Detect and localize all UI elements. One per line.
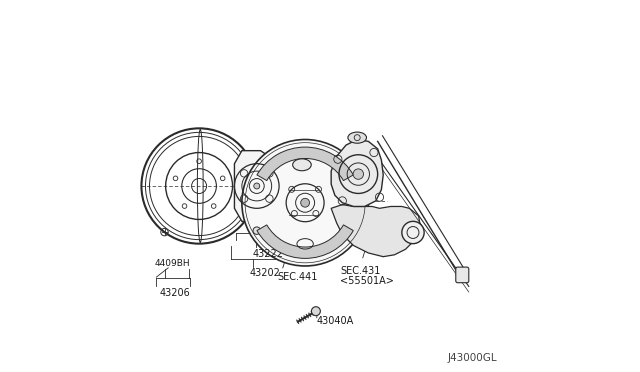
Circle shape (301, 198, 310, 207)
Text: 43206: 43206 (159, 288, 190, 298)
Circle shape (253, 227, 260, 234)
Polygon shape (331, 140, 383, 206)
Ellipse shape (292, 159, 311, 171)
Circle shape (242, 140, 369, 266)
Circle shape (254, 183, 260, 189)
FancyBboxPatch shape (456, 267, 468, 283)
Circle shape (353, 169, 364, 179)
Text: 4409BH: 4409BH (154, 259, 190, 268)
Text: 43202: 43202 (250, 268, 280, 278)
Circle shape (402, 221, 424, 244)
Circle shape (312, 307, 321, 315)
Polygon shape (331, 205, 420, 257)
Text: SEC.431: SEC.431 (340, 266, 381, 276)
Polygon shape (234, 151, 275, 221)
Text: 43222: 43222 (253, 249, 284, 259)
Polygon shape (359, 158, 381, 196)
Text: SEC.441: SEC.441 (277, 272, 317, 282)
Text: 43040A: 43040A (317, 316, 355, 326)
Text: J43000GL: J43000GL (447, 353, 497, 363)
Wedge shape (257, 225, 353, 259)
Ellipse shape (348, 132, 367, 143)
Text: <55501A>: <55501A> (340, 276, 394, 286)
Wedge shape (257, 147, 353, 180)
